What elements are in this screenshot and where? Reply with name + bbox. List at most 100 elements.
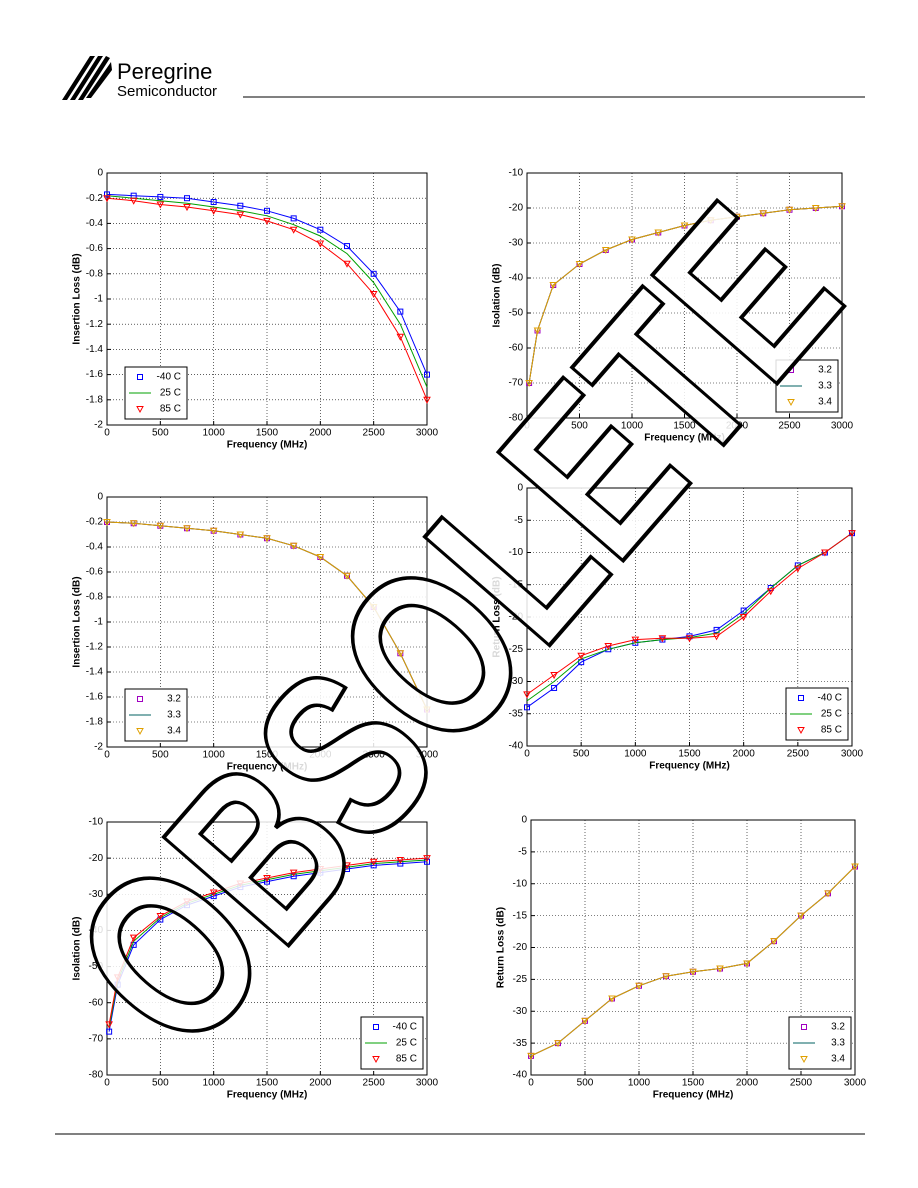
marker — [396, 650, 405, 658]
marker — [785, 206, 794, 214]
marker — [811, 205, 820, 213]
marker — [263, 217, 271, 225]
marker — [237, 884, 244, 891]
x-tick-label: 3000 — [841, 749, 864, 760]
marker — [343, 862, 351, 870]
x-tick-label: 0 — [104, 750, 110, 761]
y-tick-label: -0.8 — [86, 268, 104, 279]
charts: 0 500 1000 1500 2000 2500 3000 0 -0.2 -0.4 -0.6 -0.… — [72, 168, 867, 1101]
y-tick-label: -40 — [513, 1070, 528, 1081]
marker — [103, 519, 111, 527]
marker — [237, 202, 244, 209]
marker — [264, 878, 270, 885]
marker — [263, 875, 271, 883]
marker — [423, 396, 431, 404]
y-tick-label: -70 — [509, 378, 524, 389]
x-tick-label: 0 — [524, 749, 530, 760]
marker — [236, 531, 245, 539]
marker — [184, 195, 190, 202]
y-tick-label: -30 — [509, 676, 524, 687]
x-tick-label: 2500 — [363, 428, 386, 439]
x-tick-label: 2000 — [726, 421, 749, 432]
marker — [743, 960, 751, 968]
marker — [554, 1040, 562, 1048]
x-tick-label: 500 — [152, 1078, 169, 1089]
y-tick-label: -20 — [513, 942, 528, 953]
x-tick-label: 1500 — [673, 421, 696, 432]
marker — [654, 229, 663, 237]
legend-label: -40 C — [157, 372, 181, 383]
series-line — [528, 205, 843, 384]
x-axis-label: Frequency (MHz) — [227, 440, 308, 451]
legend-label: 3.2 — [167, 694, 181, 705]
marker — [137, 696, 143, 702]
marker — [396, 856, 405, 864]
y-tick-label: -35 — [509, 708, 524, 719]
marker — [289, 542, 298, 550]
y-axis-label: Insertion Loss (dB) — [72, 253, 83, 344]
marker — [635, 982, 643, 990]
legend-label: 25 C — [396, 1038, 417, 1049]
x-tick-label: 500 — [152, 428, 169, 439]
y-tick-label: -10 — [89, 817, 104, 828]
y-tick-label: -1 — [94, 617, 103, 628]
marker — [524, 704, 530, 711]
marker — [423, 855, 431, 863]
y-tick-label: -0.4 — [86, 218, 104, 229]
marker — [770, 938, 778, 946]
marker — [689, 968, 697, 976]
y-tick-label: -35 — [513, 1038, 528, 1049]
marker — [129, 520, 138, 528]
x-axis-label: Frequency (MHz) — [653, 1090, 734, 1101]
marker — [604, 643, 613, 651]
y-tick-label: -0.6 — [86, 567, 104, 578]
marker — [658, 635, 667, 643]
y-tick-label: -50 — [89, 961, 104, 972]
marker — [344, 243, 350, 250]
x-tick-label: 2500 — [778, 421, 801, 432]
legend-label: 3.2 — [818, 365, 832, 376]
marker — [370, 862, 377, 869]
marker — [372, 1056, 380, 1064]
marker — [608, 995, 616, 1003]
y-tick-label: -30 — [89, 889, 104, 900]
company-division: Semiconductor — [117, 83, 217, 100]
x-axis-label: Frequency (MHz) — [227, 762, 308, 773]
x-tick-label: 500 — [571, 421, 588, 432]
marker — [316, 554, 325, 562]
marker — [601, 247, 610, 255]
marker — [628, 236, 636, 244]
y-tick-label: -10 — [509, 168, 524, 179]
legend-label: 85 C — [160, 404, 181, 415]
marker — [136, 406, 144, 414]
x-axis-label: Frequency (MHz) — [227, 1090, 308, 1101]
marker — [549, 282, 558, 290]
y-tick-label: -15 — [509, 579, 524, 590]
marker — [129, 934, 138, 942]
x-tick-label: 0 — [524, 421, 530, 432]
y-tick-label: -20 — [509, 203, 524, 214]
y-tick-label: -25 — [509, 644, 524, 655]
marker — [798, 695, 804, 701]
y-tick-label: -60 — [509, 343, 524, 354]
marker — [369, 858, 378, 866]
marker — [343, 260, 351, 268]
y-axis-label: Isolation (dB) — [492, 264, 503, 328]
marker — [106, 1028, 113, 1035]
marker — [397, 308, 404, 315]
marker — [581, 1017, 589, 1025]
marker — [103, 195, 111, 203]
marker — [767, 584, 774, 591]
marker — [575, 261, 584, 269]
x-tick-label: 1500 — [256, 428, 279, 439]
legend-label: 25 C — [160, 388, 181, 399]
marker — [740, 607, 747, 614]
series-line — [530, 866, 856, 1057]
x-tick-label: 2000 — [309, 428, 332, 439]
series-line — [106, 521, 428, 710]
marker — [136, 728, 144, 736]
marker — [821, 549, 829, 557]
x-tick-label: 3000 — [416, 428, 439, 439]
legend-label: 3.3 — [818, 381, 832, 392]
series-line — [108, 859, 428, 1029]
